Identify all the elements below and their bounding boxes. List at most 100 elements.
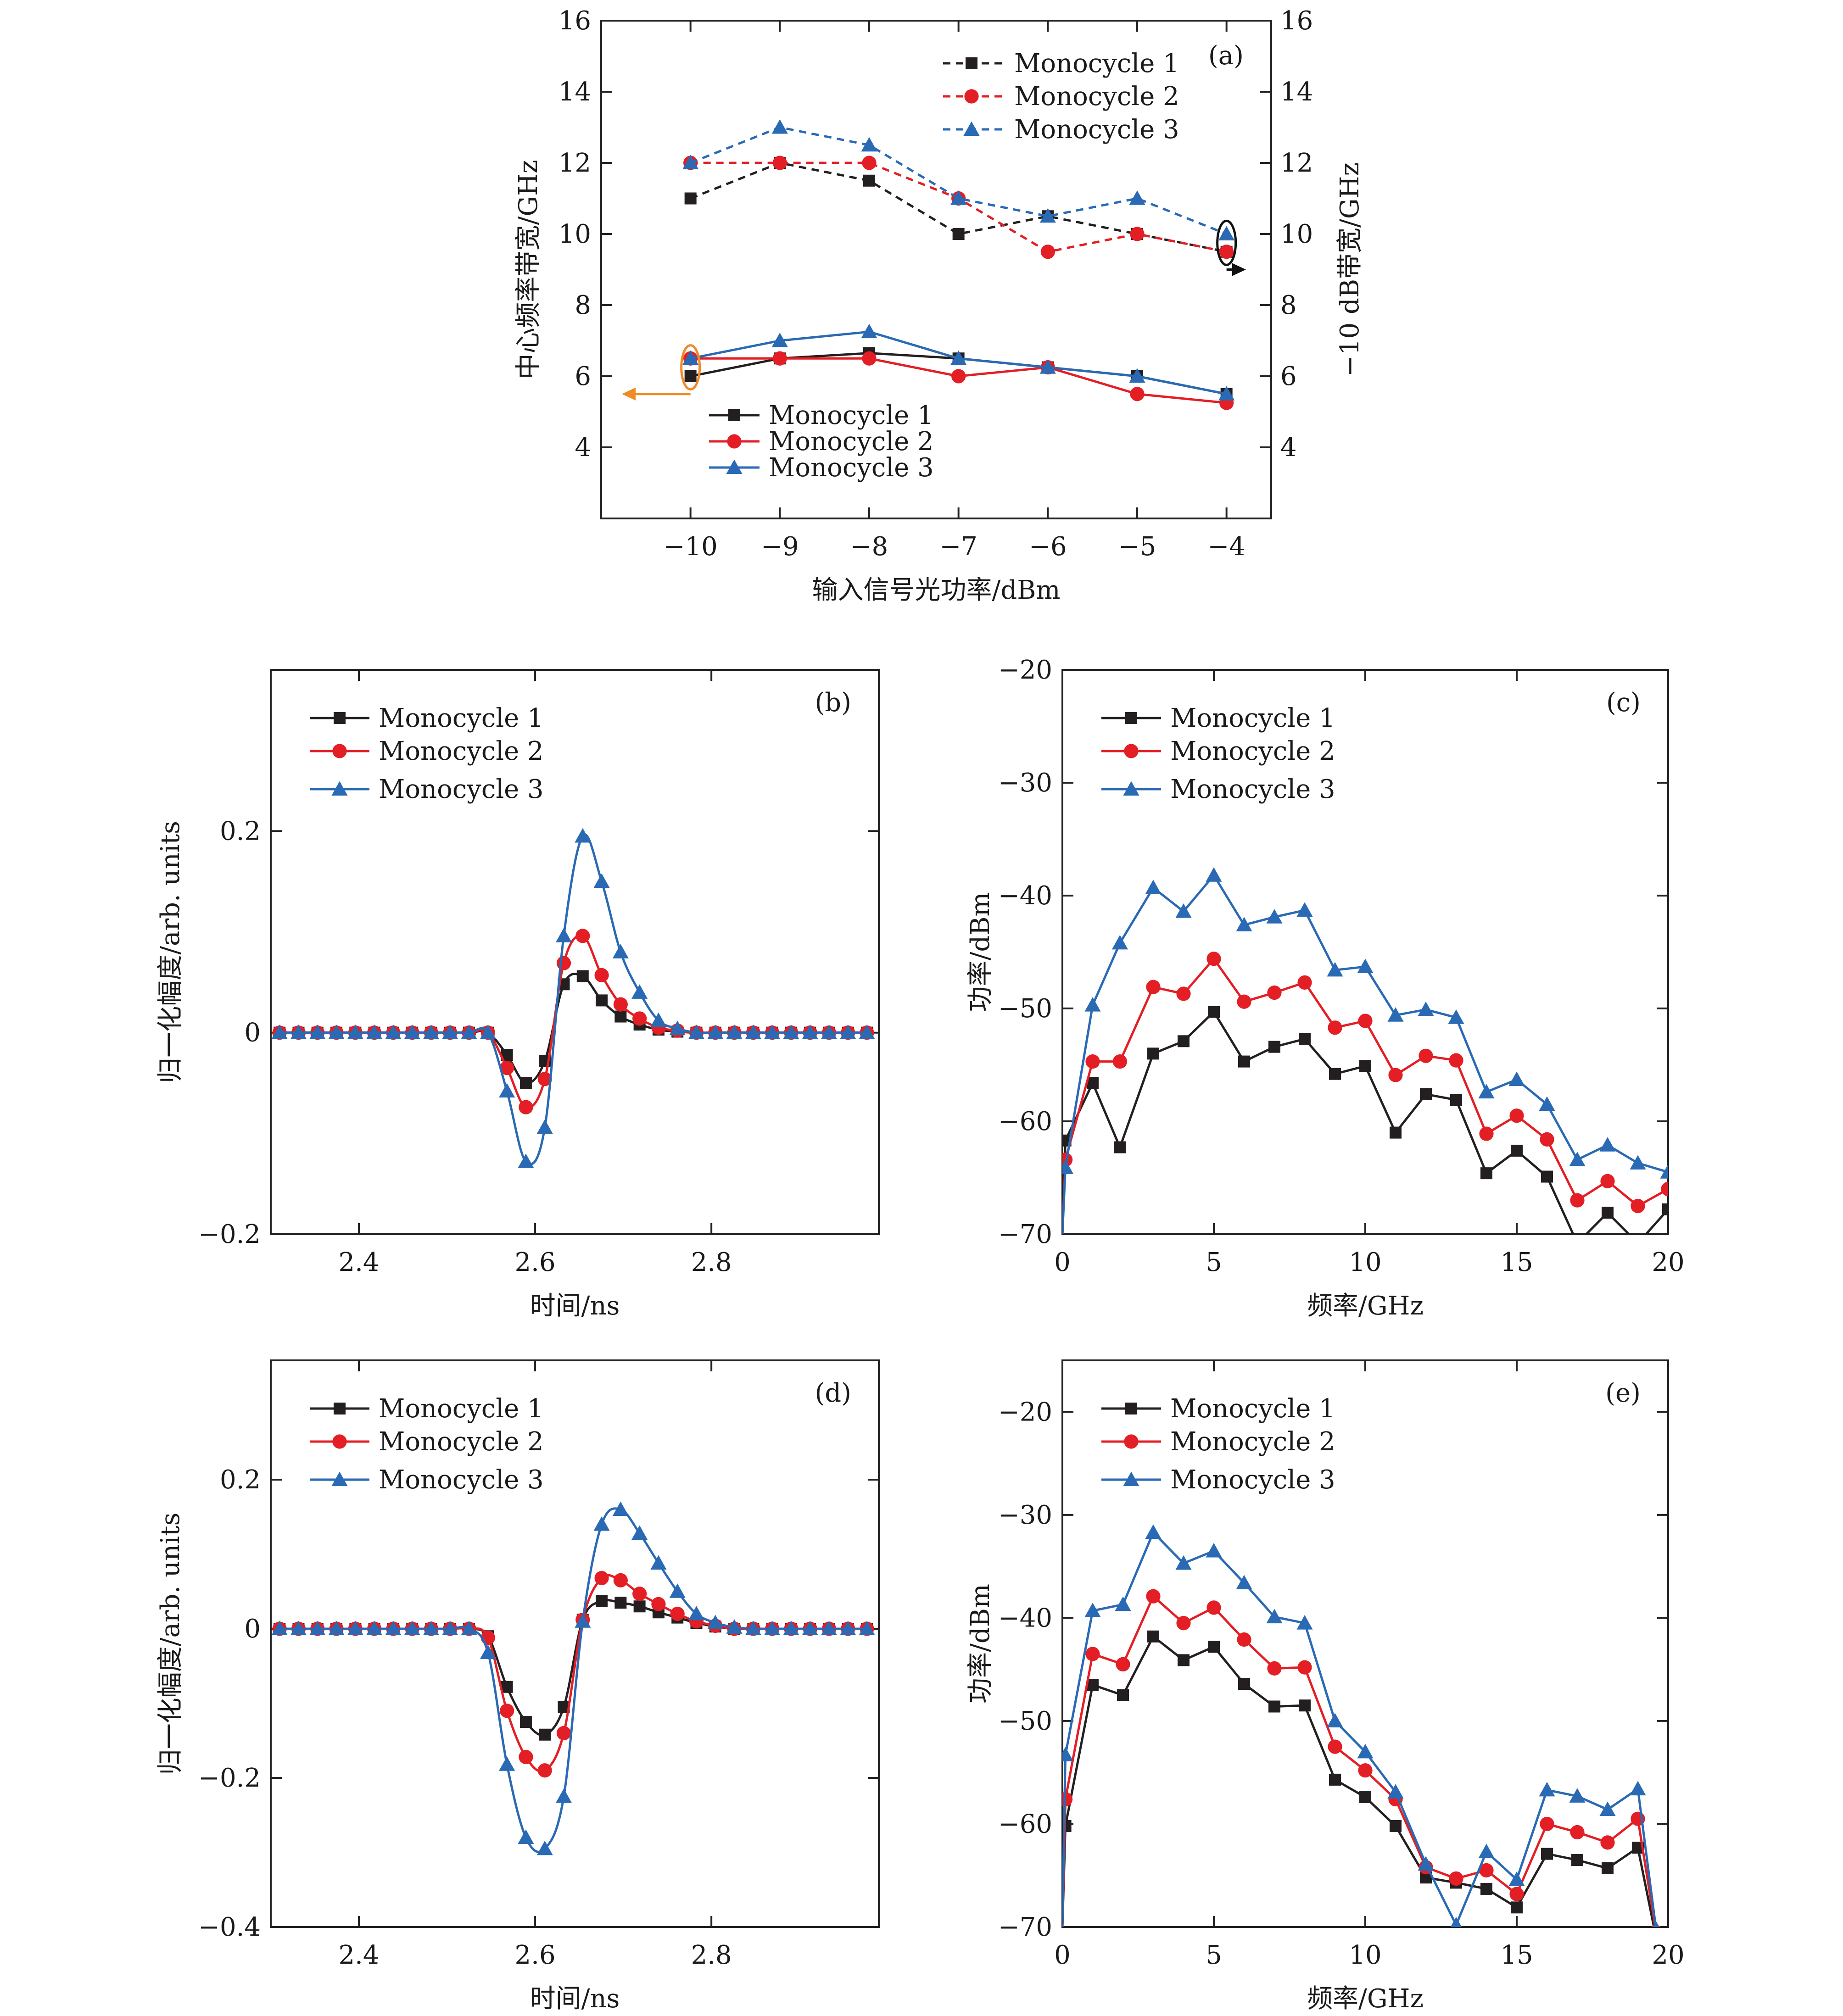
legend-label: Monocycle 2 [1170, 736, 1335, 766]
data-point [1480, 1167, 1492, 1180]
data-point [1660, 1164, 1668, 1179]
legend-marker [1125, 712, 1137, 724]
legend-marker [332, 744, 347, 758]
data-point [614, 1597, 627, 1609]
data-point [1296, 1615, 1313, 1630]
x-tick-label: 2.4 [338, 1940, 379, 1970]
data-point [518, 1829, 534, 1844]
data-point [423, 1025, 440, 1039]
x-tick-label: 2.8 [691, 1940, 732, 1970]
data-point [1631, 1198, 1645, 1214]
data-point [1111, 935, 1128, 950]
legend-label: Monocycle 3 [379, 774, 544, 804]
series-line [1062, 873, 1668, 1234]
data-point [1540, 1816, 1554, 1832]
data-point [1147, 1630, 1159, 1643]
series-monocycle-3 [1062, 867, 1668, 1234]
x-tick-label: 2.8 [691, 1247, 732, 1277]
data-point [1206, 952, 1221, 966]
data-point [1130, 387, 1145, 401]
y-axis-title: 归一化幅度/arb. units [156, 1513, 185, 1775]
x-tick-label: 5 [1206, 1247, 1222, 1277]
data-point [1039, 208, 1056, 223]
x-axis-title: 频率/GHz [1307, 1984, 1424, 2014]
x-tick-label: 0 [1054, 1940, 1071, 1970]
chart-panel-e: 0 5 10 15 20 −70 −60 −50 −40 −30 −20 频率/GHz 功率/dBm (e… [966, 1359, 1685, 2014]
data-point [707, 1615, 724, 1630]
data-point [1449, 1871, 1463, 1886]
data-point [614, 1010, 627, 1023]
data-point [1268, 1700, 1280, 1713]
data-point [1206, 1543, 1222, 1558]
x-axis-title: 时间/ns [530, 1291, 620, 1321]
series-monocycle-1 [274, 970, 873, 1089]
data-point [861, 323, 877, 339]
y-tick-label: −50 [998, 994, 1052, 1024]
series-monocycle-2 [272, 929, 874, 1114]
data-point [1116, 1657, 1130, 1672]
data-point [1388, 1068, 1403, 1082]
legend-marker [334, 712, 346, 724]
data-point [613, 1573, 628, 1587]
data-point [651, 1597, 666, 1611]
data-point [632, 1011, 647, 1026]
data-point [1600, 1174, 1615, 1188]
data-point [596, 1595, 608, 1607]
data-point [1327, 1713, 1343, 1727]
x-tick-label: 2.6 [515, 1940, 556, 1970]
y-tick-label: −40 [998, 881, 1052, 911]
data-point [1632, 1237, 1644, 1249]
data-point [556, 1726, 571, 1741]
plot-area [682, 119, 1235, 410]
chart-panel-a: −10 −9 −8 −7 −6 −5 −4 4 4 6 6 8 8 10 10 12 12 14 14 16 16 输入信… [514, 6, 1365, 605]
data-point [1479, 1126, 1494, 1141]
data-point [1236, 1575, 1252, 1590]
data-point [537, 1072, 552, 1086]
series-monocycle-2 [1062, 952, 1668, 1234]
data-point [1084, 1603, 1101, 1617]
data-point [863, 174, 875, 187]
data-point [952, 228, 965, 240]
data-point [1420, 1088, 1432, 1100]
series-line [1062, 1634, 1655, 1927]
data-point [1327, 962, 1343, 977]
data-point [1508, 1871, 1525, 1886]
legend-marker [964, 89, 979, 104]
data-point [1178, 1654, 1190, 1666]
data-point [537, 1763, 552, 1778]
data-point [1479, 1863, 1494, 1878]
series-monocycle-3 [1062, 1524, 1659, 1927]
data-point [1146, 1589, 1161, 1604]
data-point [271, 1621, 288, 1636]
y-tick-label: 6 [575, 362, 591, 391]
data-point [1539, 1096, 1555, 1111]
y-tick-label-right: 14 [1280, 77, 1313, 107]
chart-panel-b: 2.4 2.6 2.8 −0.2 0 0.2 时间/ns 归一化幅度/arb. units (b… [156, 669, 880, 1321]
data-point [684, 192, 697, 205]
data-point [1237, 994, 1251, 1009]
data-point [1299, 1699, 1311, 1712]
data-point [613, 997, 628, 1012]
legend-item: Monocycle 1 [709, 401, 934, 430]
plot-frame [270, 669, 880, 1235]
data-point [1208, 1641, 1220, 1653]
data-point [669, 1583, 686, 1598]
legend-label: Monocycle 2 [1014, 82, 1179, 111]
data-point [290, 1621, 307, 1636]
data-point [802, 1025, 818, 1039]
legend-item: Monocycle 1 [310, 703, 544, 733]
data-point [1569, 1788, 1586, 1803]
series-line [1062, 1594, 1657, 1927]
data-point [1296, 902, 1313, 917]
x-tick-label: 5 [1206, 1940, 1222, 1970]
data-point [862, 156, 877, 170]
series-line [279, 973, 867, 1085]
data-point [1571, 1854, 1583, 1866]
series-monocycle-3-bandwidth [682, 119, 1235, 241]
data-point [347, 1025, 363, 1039]
left-axis-ellipse [680, 344, 701, 391]
data-point [612, 1501, 629, 1516]
data-point [593, 873, 610, 888]
data-point [1599, 1801, 1616, 1816]
